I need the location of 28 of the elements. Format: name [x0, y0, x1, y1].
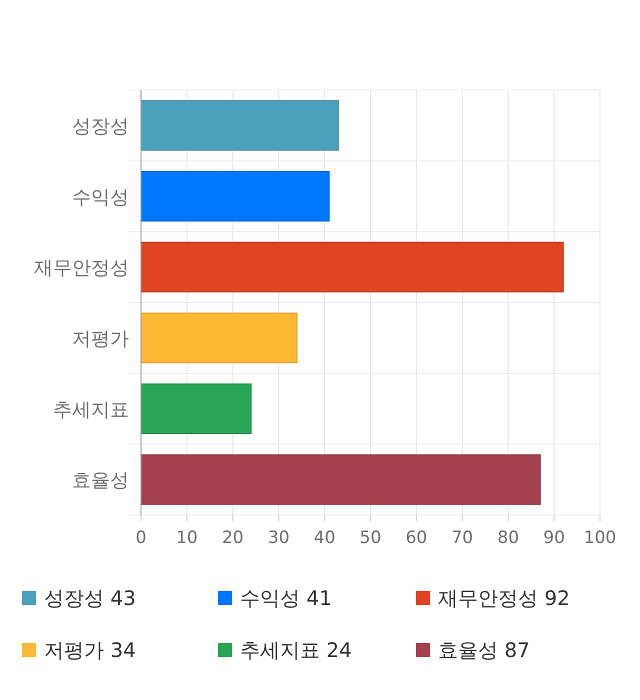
legend-label: 성장성 43 [44, 586, 136, 610]
legend-item: 성장성 43 [22, 586, 136, 610]
legend-item: 추세지표 24 [218, 638, 352, 662]
x-tick-label: 80 [497, 528, 520, 548]
category-label: 추세지표 [53, 398, 129, 421]
legend-label: 저평가 34 [44, 638, 136, 662]
x-tick-label: 40 [314, 528, 336, 548]
legend-label: 추세지표 24 [240, 638, 352, 662]
category-label: 수익성 [72, 186, 129, 208]
category-label: 성장성 [72, 115, 129, 138]
x-tick-label: 10 [176, 528, 198, 548]
x-tick-label: 0 [136, 528, 146, 548]
legend-item: 효율성 87 [416, 638, 530, 662]
category-label: 효율성 [72, 470, 129, 492]
x-tick-label: 30 [268, 528, 290, 548]
legend-label: 효율성 87 [438, 638, 530, 662]
x-tick-label: 70 [451, 528, 474, 548]
legend-label: 수익성 41 [240, 586, 332, 610]
legend-item: 저평가 34 [22, 638, 136, 662]
category-label: 저평가 [72, 328, 129, 350]
x-tick-label: 90 [543, 528, 565, 548]
x-tick-label: 50 [360, 528, 382, 548]
legend-item: 재무안정성 92 [416, 586, 570, 610]
category-label: 재무안정성 [34, 257, 129, 280]
x-tick-label: 20 [222, 528, 244, 548]
x-tick-label: 60 [406, 528, 428, 548]
legend-item: 수익성 41 [218, 586, 332, 610]
x-tick-label: 100 [584, 528, 616, 548]
